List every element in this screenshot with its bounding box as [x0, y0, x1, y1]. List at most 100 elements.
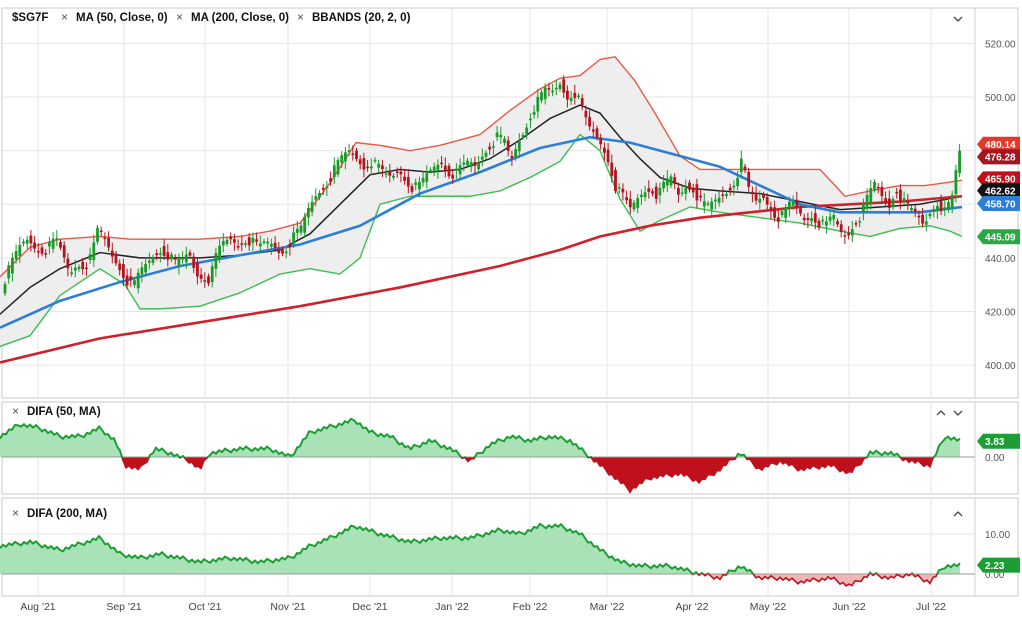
legend-item-ma50[interactable]: × MA (50, Close, 0)	[61, 10, 168, 24]
candle-body	[88, 254, 92, 260]
candle-body	[118, 263, 122, 271]
candle	[395, 167, 399, 178]
candle-body	[850, 229, 854, 236]
candle-body	[129, 276, 133, 281]
candle	[462, 154, 466, 172]
candle-body	[736, 177, 739, 187]
chevron-down-icon[interactable]	[953, 16, 963, 22]
candle-body	[288, 244, 292, 248]
candle-body	[221, 241, 225, 246]
candle	[547, 82, 551, 97]
price-tag: 465.90	[977, 171, 1020, 187]
candle	[480, 148, 484, 167]
candle	[688, 179, 691, 193]
candle-body	[776, 217, 780, 222]
month-label: Aug '21	[20, 601, 55, 613]
candle	[203, 272, 207, 288]
candle-body	[273, 242, 277, 248]
candle-body	[725, 193, 728, 196]
candle-body	[825, 221, 828, 226]
candle	[181, 251, 184, 264]
legend-item-ma200[interactable]: × MA (200, Close, 0)	[176, 10, 289, 24]
candle	[673, 173, 677, 190]
candle	[913, 204, 917, 218]
candle-body	[85, 267, 88, 270]
candle	[776, 209, 780, 229]
remove-difa50-icon[interactable]: ×	[12, 404, 19, 418]
candle	[492, 140, 495, 155]
candle	[107, 231, 110, 252]
candle-body	[614, 169, 617, 191]
legend-label-ma50: MA (50, Close, 0)	[76, 12, 168, 24]
candle-body	[199, 274, 203, 279]
candle-body	[225, 239, 229, 244]
candle-body	[162, 246, 166, 257]
candle-body	[562, 79, 566, 93]
chevron-down-icon[interactable]	[953, 410, 963, 416]
candle-body	[917, 215, 921, 218]
candle	[828, 209, 832, 225]
chevron-up-icon[interactable]	[953, 511, 963, 517]
y-tick-label: 0.00	[985, 570, 1005, 581]
month-label: Jul '22	[916, 601, 946, 613]
candle-body	[7, 265, 11, 279]
price-tag: 445.09	[977, 229, 1020, 245]
candle-body	[36, 251, 40, 253]
candle	[466, 157, 469, 169]
candle-body	[33, 242, 36, 249]
candle-body	[77, 266, 81, 270]
candle	[173, 254, 177, 265]
candle-body	[325, 186, 329, 188]
remove-bbands-icon[interactable]: ×	[297, 10, 304, 24]
candle	[554, 79, 558, 96]
candle	[910, 205, 913, 214]
remove-ma50-icon[interactable]: ×	[61, 10, 68, 24]
candle	[839, 220, 843, 238]
legend-label-ma200: MA (200, Close, 0)	[191, 12, 289, 24]
candle	[558, 81, 562, 92]
candle	[847, 226, 850, 240]
candle-body	[447, 165, 451, 177]
candle	[66, 253, 70, 277]
candle-body	[543, 87, 547, 100]
candle	[743, 163, 747, 173]
candle-body	[114, 253, 118, 264]
candle-body	[651, 191, 654, 194]
difa-negative-area	[0, 457, 960, 493]
candle	[273, 236, 277, 252]
remove-difa200-icon[interactable]: ×	[12, 506, 19, 520]
candle-body	[332, 165, 336, 178]
candle	[584, 105, 588, 126]
candle-body	[210, 266, 214, 283]
candle-body	[62, 245, 66, 258]
candle	[595, 125, 599, 141]
candle	[114, 250, 118, 266]
candle-body	[469, 162, 473, 167]
candle	[495, 125, 499, 142]
legend-item-bbands[interactable]: × BBANDS (20, 2, 0)	[297, 10, 411, 24]
candle	[802, 213, 806, 226]
candle	[340, 151, 344, 168]
candle-body	[399, 171, 403, 175]
month-label: Jun '22	[832, 601, 866, 613]
candle-body	[406, 176, 410, 187]
chevron-up-icon[interactable]	[936, 410, 946, 416]
candle	[410, 183, 414, 195]
candle-body	[366, 166, 369, 169]
candle	[762, 191, 765, 201]
candle	[377, 159, 381, 174]
candle-body	[410, 186, 414, 192]
remove-ma200-icon[interactable]: ×	[176, 10, 183, 24]
candle-body	[569, 97, 573, 102]
candle-body	[92, 242, 96, 261]
price-tag-text: 458.70	[985, 199, 1016, 210]
candle	[810, 211, 813, 226]
candle-body	[170, 254, 173, 260]
candle-body	[643, 192, 647, 198]
candle-body	[717, 197, 721, 203]
candle	[73, 259, 77, 278]
price-tag-shape	[977, 136, 1020, 152]
candle	[684, 179, 688, 201]
candle	[455, 163, 458, 179]
candle-body	[184, 254, 188, 263]
